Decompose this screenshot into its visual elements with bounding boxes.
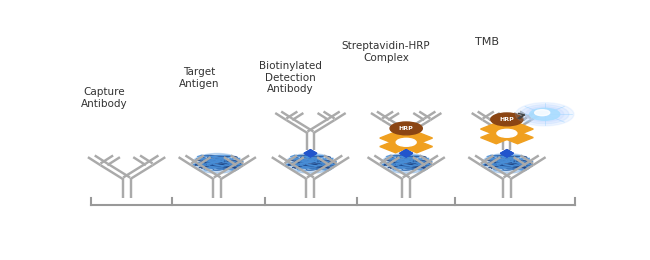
Text: Capture
Antibody: Capture Antibody <box>81 87 127 109</box>
Polygon shape <box>480 123 533 144</box>
Circle shape <box>491 113 523 126</box>
Text: HRP: HRP <box>399 126 413 131</box>
Polygon shape <box>304 150 317 157</box>
Circle shape <box>382 153 431 173</box>
Circle shape <box>396 138 416 146</box>
Text: Target
Antigen: Target Antigen <box>179 67 220 89</box>
Text: Biotinylated
Detection
Antibody: Biotinylated Detection Antibody <box>259 61 322 94</box>
Circle shape <box>192 153 242 173</box>
Polygon shape <box>500 150 514 157</box>
Circle shape <box>526 107 564 122</box>
Circle shape <box>482 153 532 173</box>
Text: Streptavidin-HRP
Complex: Streptavidin-HRP Complex <box>342 41 430 63</box>
Polygon shape <box>500 150 514 157</box>
Circle shape <box>285 153 335 173</box>
Polygon shape <box>304 150 317 157</box>
Polygon shape <box>400 150 413 157</box>
Circle shape <box>534 110 550 116</box>
Polygon shape <box>480 123 533 144</box>
Circle shape <box>515 103 574 126</box>
Text: A: A <box>504 130 510 136</box>
Polygon shape <box>400 150 413 157</box>
Polygon shape <box>380 132 432 153</box>
Text: HRP: HRP <box>500 117 514 122</box>
Circle shape <box>390 122 422 135</box>
Polygon shape <box>380 132 432 153</box>
Polygon shape <box>500 150 514 157</box>
Text: A: A <box>404 139 409 145</box>
Polygon shape <box>400 150 413 157</box>
Circle shape <box>530 108 560 120</box>
Text: TMB: TMB <box>474 37 499 47</box>
Circle shape <box>497 129 517 137</box>
Circle shape <box>521 105 569 124</box>
